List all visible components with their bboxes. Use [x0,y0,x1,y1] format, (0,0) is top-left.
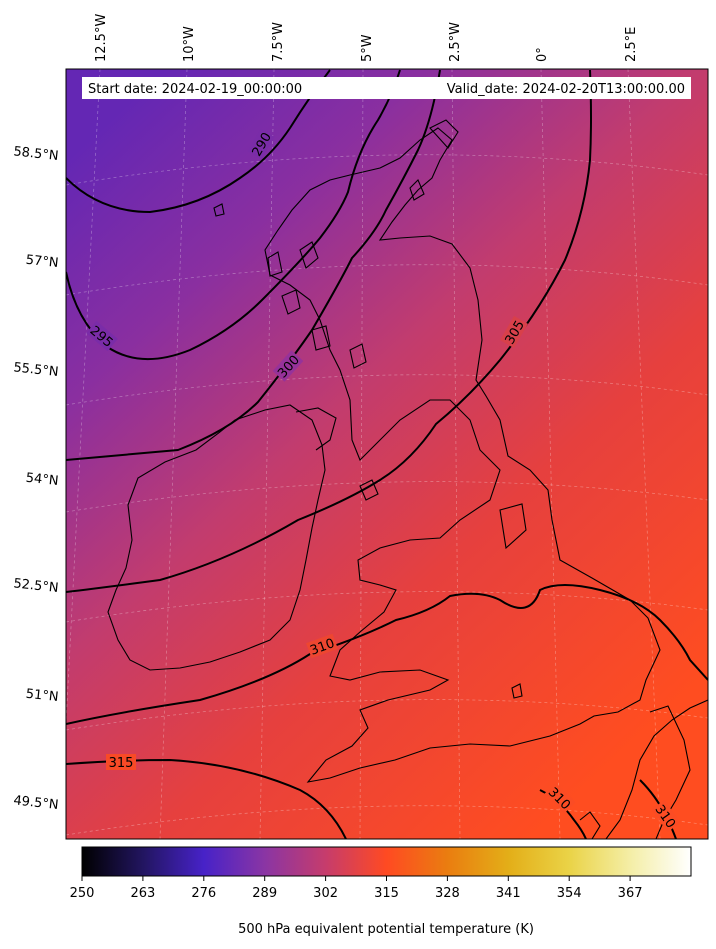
contour-300 [66,69,441,461]
map-panel: 290 295 300 305 310 315 310 310 Start da… [65,68,709,840]
longitude-label: 2.5°W [448,22,463,62]
header-box [82,77,691,99]
colorbar: 250 263 276 289 302 315 328 341 354 367 500 hPa e… [70,846,692,937]
latitude-labels: 58.5°N 57°N 55.5°N 54°N 52.5°N 51°N 49.5… [13,144,59,813]
longitude-label: 7.5°W [271,22,286,62]
start-date-label: Start date: 2024-02-19_00:00:00 [88,82,302,97]
longitude-label: 5°W [360,34,375,62]
colorbar-tick-label: 341 [496,886,521,901]
colorbar-tick-label: 289 [252,886,277,901]
colorbar-label: 500 hPa equivalent potential temperature… [238,922,534,937]
colorbar-tick-label: 263 [130,886,155,901]
great-britain-coastline [264,127,661,783]
longitude-label: 2.5°E [624,27,639,62]
longitude-label: 0° [535,47,550,62]
colorbar-ticks: 250 263 276 289 302 315 328 341 354 367 [70,876,643,901]
colorbar-tick-label: 276 [191,886,216,901]
longitude-label: 12.5°W [94,14,109,62]
colorbar-tick-label: 328 [435,886,460,901]
latitude-label: 54°N [25,471,59,489]
contour-290 [66,69,331,214]
ireland-coastline [107,404,326,671]
latitude-label: 55.5°N [13,360,59,380]
contour-310 [66,584,708,725]
valid-date-label: Valid_date: 2024-02-20T13:00:00.00 [447,82,685,97]
colorbar-tick-label: 250 [70,886,95,901]
colorbar-tick-label: 354 [557,886,582,901]
latitude-label: 57°N [25,253,59,271]
latitude-label: 52.5°N [13,576,59,596]
colorbar-tick-label: 302 [313,886,338,901]
latitude-label: 58.5°N [13,144,59,164]
longitude-label: 10°W [182,26,197,62]
longitude-labels: 12.5°W 10°W 7.5°W 5°W 2.5°W 0° 2.5°E [94,14,639,62]
latitude-label: 49.5°N [13,793,59,813]
colorbar-bar [81,846,692,877]
france-coastline [605,699,708,839]
map-background [66,69,708,839]
contour-label: 315 [109,756,134,771]
colorbar-tick-label: 315 [374,886,399,901]
map-frame [65,68,709,840]
contour-305 [66,69,592,593]
latitude-label: 51°N [25,687,59,705]
colorbar-tick-label: 367 [618,886,643,901]
